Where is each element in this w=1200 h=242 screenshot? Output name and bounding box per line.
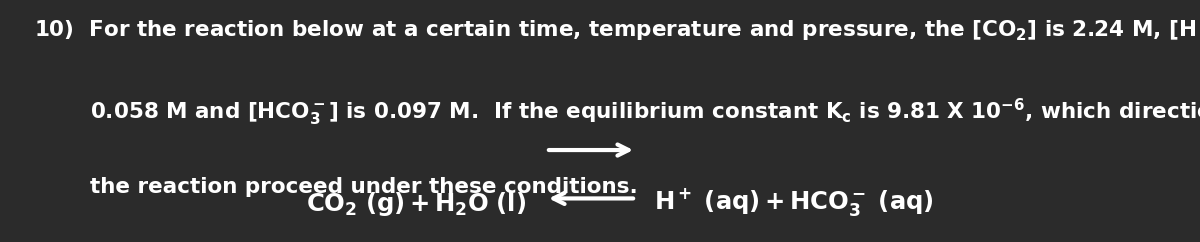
- Text: $\mathbf{H^+\ (aq) + HCO_3^-\ (aq)}$: $\mathbf{H^+\ (aq) + HCO_3^-\ (aq)}$: [654, 186, 934, 218]
- Text: $\mathbf{0.058}$ M and $\mathbf{[HCO_3^-]}$ is 0.097 M.  If the equilibrium cons: $\mathbf{0.058}$ M and $\mathbf{[HCO_3^-…: [90, 97, 1200, 128]
- Text: $\mathbf{10)}$  For the reaction below at a certain time, temperature and pressu: $\mathbf{10)}$ For the reaction below at…: [34, 17, 1200, 44]
- Text: $\mathbf{CO_2\ (g) + H_2O\ (l)}$: $\mathbf{CO_2\ (g) + H_2O\ (l)}$: [306, 190, 527, 218]
- Text: the reaction proceed under these conditions.: the reaction proceed under these conditi…: [90, 177, 637, 197]
